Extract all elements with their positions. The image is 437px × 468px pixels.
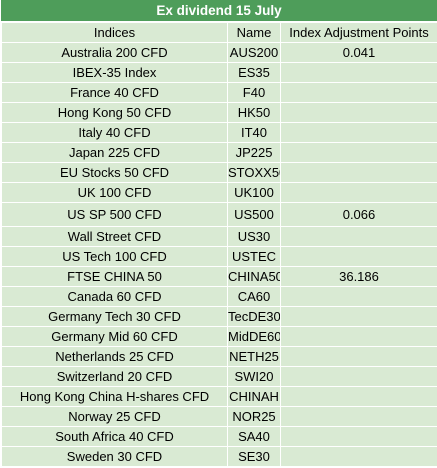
symbol-cell: TecDE30 — [227, 306, 281, 327]
table-row: Wall Street CFD US30 — [1, 226, 437, 247]
column-header-name: Name — [227, 22, 281, 43]
symbol-cell: NOR25 — [227, 406, 281, 427]
symbol-cell: AUS200 — [227, 42, 281, 63]
index-cell: Italy 40 CFD — [1, 122, 228, 143]
symbol-cell: JP225 — [227, 142, 281, 163]
header-row: Indices Name Index Adjustment Points — [1, 22, 437, 43]
adjustment-points-cell — [280, 426, 437, 447]
table-row: Hong Kong China H-shares CFD CHINAH — [1, 386, 437, 407]
index-cell: France 40 CFD — [1, 82, 228, 103]
index-cell: IBEX-35 Index — [1, 62, 228, 83]
index-cell: Canada 60 CFD — [1, 286, 228, 307]
index-cell: Wall Street CFD — [1, 226, 228, 247]
symbol-cell: US500 — [227, 202, 281, 227]
adjustment-points-cell — [280, 286, 437, 307]
column-header-indices: Indices — [1, 22, 228, 43]
table-row: IBEX-35 Index ES35 — [1, 62, 437, 83]
symbol-cell: SE30 — [227, 446, 281, 467]
adjustment-points-cell — [280, 366, 437, 387]
symbol-cell: IT40 — [227, 122, 281, 143]
table-row: Germany Mid 60 CFD MidDE60 — [1, 326, 437, 347]
table-row: Netherlands 25 CFD NETH25 — [1, 346, 437, 367]
symbol-cell: SA40 — [227, 426, 281, 447]
index-cell: Germany Mid 60 CFD — [1, 326, 228, 347]
symbol-cell: CHINA50 — [227, 266, 281, 287]
table-row: Switzerland 20 CFD SWI20 — [1, 366, 437, 387]
adjustment-points-cell — [280, 102, 437, 123]
table-row: Canada 60 CFD CA60 — [1, 286, 437, 307]
index-cell: Norway 25 CFD — [1, 406, 228, 427]
table-row: Japan 225 CFD JP225 — [1, 142, 437, 163]
sheet-title: Ex dividend 15 July — [1, 0, 437, 22]
dividend-table: Indices Name Index Adjustment Points Austra… — [1, 22, 437, 467]
symbol-cell: MidDE60 — [227, 326, 281, 347]
adjustment-points-cell — [280, 162, 437, 183]
index-cell: FTSE CHINA 50 — [1, 266, 228, 287]
adjustment-points-cell — [280, 386, 437, 407]
index-cell: US Tech 100 CFD — [1, 246, 228, 267]
symbol-cell: SWI20 — [227, 366, 281, 387]
adjustment-points-cell — [280, 446, 437, 467]
index-cell: Hong Kong China H-shares CFD — [1, 386, 228, 407]
adjustment-points-cell: 0.041 — [280, 42, 437, 63]
table-row: Germany Tech 30 CFD TecDE30 — [1, 306, 437, 327]
table-row: Sweden 30 CFD SE30 — [1, 446, 437, 467]
table-row: Australia 200 CFD AUS200 0.041 — [1, 42, 437, 63]
index-cell: Hong Kong 50 CFD — [1, 102, 228, 123]
adjustment-points-cell — [280, 246, 437, 267]
table-row: Italy 40 CFD IT40 — [1, 122, 437, 143]
symbol-cell: ES35 — [227, 62, 281, 83]
symbol-cell: USTEC — [227, 246, 281, 267]
symbol-cell: UK100 — [227, 182, 281, 203]
adjustment-points-cell — [280, 142, 437, 163]
index-cell: Switzerland 20 CFD — [1, 366, 228, 387]
table-row: France 40 CFD F40 — [1, 82, 437, 103]
adjustment-points-cell — [280, 182, 437, 203]
adjustment-points-cell — [280, 406, 437, 427]
symbol-cell: CA60 — [227, 286, 281, 307]
adjustment-points-cell — [280, 326, 437, 347]
adjustment-points-cell: 36.186 — [280, 266, 437, 287]
table-row: US Tech 100 CFD USTEC — [1, 246, 437, 267]
adjustment-points-cell — [280, 346, 437, 367]
table-body: Australia 200 CFD AUS200 0.041 IBEX-35 Inde… — [1, 42, 437, 467]
table-row: EU Stocks 50 CFD STOXX50 — [1, 162, 437, 183]
symbol-cell: HK50 — [227, 102, 281, 123]
column-header-adjustment-points: Index Adjustment Points — [280, 22, 437, 43]
symbol-cell: F40 — [227, 82, 281, 103]
table-row: UK 100 CFD UK100 — [1, 182, 437, 203]
index-cell: UK 100 CFD — [1, 182, 228, 203]
index-cell: South Africa 40 CFD — [1, 426, 228, 447]
table-row: South Africa 40 CFD SA40 — [1, 426, 437, 447]
symbol-cell: NETH25 — [227, 346, 281, 367]
index-cell: Sweden 30 CFD — [1, 446, 228, 467]
adjustment-points-cell — [280, 122, 437, 143]
table-row: US SP 500 CFD US500 0.066 — [1, 202, 437, 227]
symbol-cell: STOXX50 — [227, 162, 281, 183]
adjustment-points-cell — [280, 82, 437, 103]
table-row: Hong Kong 50 CFD HK50 — [1, 102, 437, 123]
adjustment-points-cell: 0.066 — [280, 202, 437, 227]
table-row: FTSE CHINA 50 CHINA50 36.186 — [1, 266, 437, 287]
index-cell: Japan 225 CFD — [1, 142, 228, 163]
index-cell: Germany Tech 30 CFD — [1, 306, 228, 327]
adjustment-points-cell — [280, 306, 437, 327]
table-row: Norway 25 CFD NOR25 — [1, 406, 437, 427]
symbol-cell: CHINAH — [227, 386, 281, 407]
index-cell: Australia 200 CFD — [1, 42, 228, 63]
symbol-cell: US30 — [227, 226, 281, 247]
index-cell: Netherlands 25 CFD — [1, 346, 228, 367]
adjustment-points-cell — [280, 62, 437, 83]
adjustment-points-cell — [280, 226, 437, 247]
index-cell: EU Stocks 50 CFD — [1, 162, 228, 183]
index-cell: US SP 500 CFD — [1, 202, 228, 227]
